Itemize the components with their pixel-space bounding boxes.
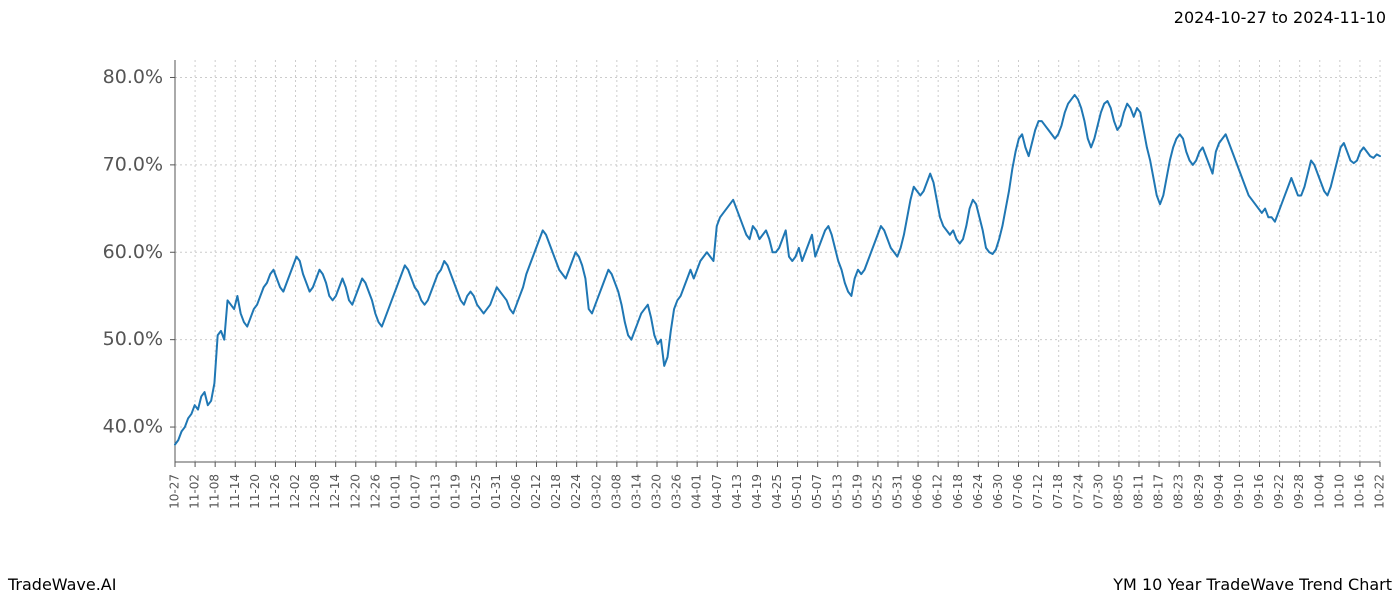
xtick-label: 04-19 (750, 474, 764, 509)
xtick-label: 12-20 (348, 474, 362, 509)
xtick-label: 07-18 (1051, 474, 1065, 509)
xtick-label: 08-17 (1152, 474, 1166, 509)
ytick-label: 80.0% (103, 66, 163, 88)
xtick-label: 12-08 (308, 474, 322, 509)
xtick-label: 09-16 (1252, 474, 1266, 509)
xtick-label: 01-07 (409, 474, 423, 509)
chart-container: 2024-10-27 to 2024-11-10 40.0% 50.0% 60.0%… (0, 0, 1400, 600)
xtick-label: 06-18 (951, 474, 965, 509)
ytick-label: 60.0% (103, 241, 163, 263)
ytick-label: 70.0% (103, 153, 163, 175)
brand-label: TradeWave.AI (8, 575, 116, 594)
xtick-label: 10-16 (1352, 474, 1366, 509)
xtick-label: 08-29 (1192, 474, 1206, 509)
xtick-label: 08-05 (1111, 474, 1125, 509)
xtick-label: 05-31 (891, 474, 905, 509)
xtick-label: 02-24 (569, 474, 583, 509)
xtick-label: 03-20 (650, 474, 664, 509)
chart-title: YM 10 Year TradeWave Trend Chart (1113, 575, 1392, 594)
xtick-label: 06-24 (971, 474, 985, 509)
xtick-label: 03-02 (589, 474, 603, 509)
xtick-label: 10-04 (1312, 474, 1326, 509)
xtick-label: 01-31 (489, 474, 503, 509)
xtick-label: 11-14 (228, 474, 242, 509)
xtick-label: 06-30 (991, 474, 1005, 509)
xtick-label: 05-01 (790, 474, 804, 509)
xtick-label: 02-12 (529, 474, 543, 509)
xtick-label: 03-26 (670, 474, 684, 509)
xtick-label: 10-22 (1373, 474, 1387, 509)
ytick-label: 40.0% (103, 416, 163, 438)
xtick-label: 02-06 (509, 474, 523, 509)
xtick-label: 05-25 (870, 474, 884, 509)
xtick-label: 08-11 (1132, 474, 1146, 509)
xtick-label: 01-01 (388, 474, 402, 509)
xtick-label: 04-01 (690, 474, 704, 509)
xtick-label: 09-04 (1212, 474, 1226, 509)
xtick-label: 05-07 (810, 474, 824, 509)
xtick-label: 08-23 (1172, 474, 1186, 509)
xtick-label: 01-19 (449, 474, 463, 509)
xtick-label: 05-19 (850, 474, 864, 509)
ytick-label: 50.0% (103, 328, 163, 350)
xtick-label: 09-10 (1232, 474, 1246, 509)
xtick-label: 03-14 (629, 474, 643, 509)
xtick-label: 07-30 (1091, 474, 1105, 509)
xtick-label: 02-18 (549, 474, 563, 509)
xtick-label: 09-22 (1272, 474, 1286, 509)
xtick-label: 01-13 (429, 474, 443, 509)
xtick-label: 12-02 (288, 474, 302, 509)
xtick-label: 06-12 (931, 474, 945, 509)
xtick-label: 05-13 (830, 474, 844, 509)
xtick-label: 04-07 (710, 474, 724, 509)
trend-chart: 40.0% 50.0% 60.0% 70.0% 80.0% 10-27 11-02 11-08… (0, 0, 1400, 600)
xtick-label: 07-12 (1031, 474, 1045, 509)
xtick-label: 11-02 (188, 474, 202, 509)
xtick-label: 10-27 (168, 474, 182, 509)
xtick-label: 01-25 (469, 474, 483, 509)
xtick-label: 04-25 (770, 474, 784, 509)
xtick-label: 07-24 (1071, 474, 1085, 509)
date-range-label: 2024-10-27 to 2024-11-10 (1174, 8, 1386, 27)
xtick-label: 10-10 (1332, 474, 1346, 509)
xtick-label: 04-13 (730, 474, 744, 509)
xtick-label: 11-08 (208, 474, 222, 509)
xtick-label: 12-14 (328, 474, 342, 509)
xtick-label: 03-08 (609, 474, 623, 509)
xtick-label: 11-26 (268, 474, 282, 509)
xtick-label: 11-20 (248, 474, 262, 509)
xtick-label: 09-28 (1292, 474, 1306, 509)
xtick-label: 07-06 (1011, 474, 1025, 509)
xtick-label: 12-26 (368, 474, 382, 509)
xtick-label: 06-06 (911, 474, 925, 509)
